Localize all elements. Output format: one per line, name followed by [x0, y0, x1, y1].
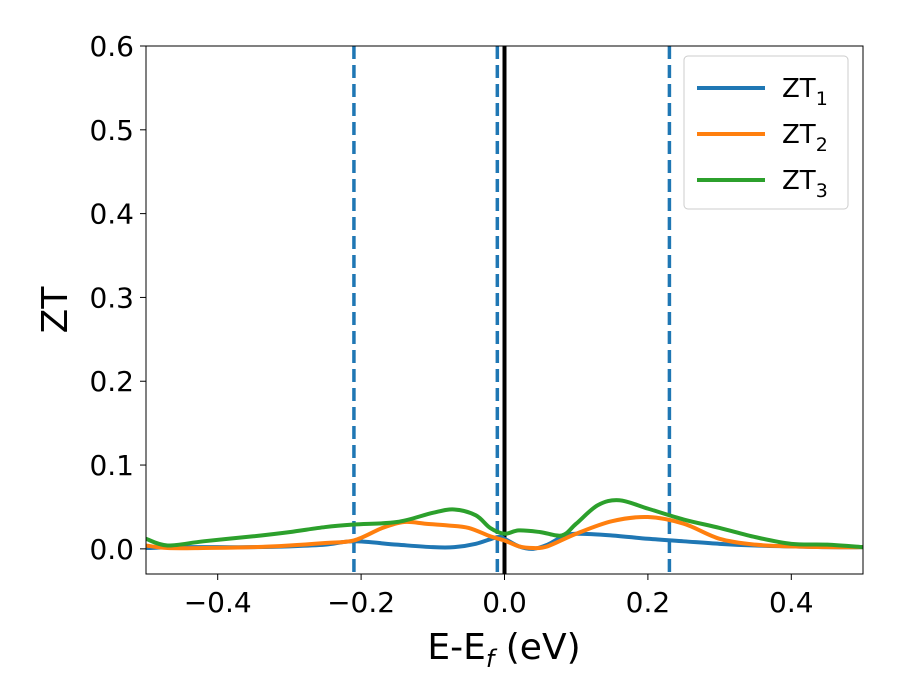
legend-label-main: ZT	[782, 120, 816, 150]
x-axis-label-main: E-E	[427, 627, 485, 668]
y-tick-label: 0.3	[89, 281, 134, 314]
legend-label-subscript: 2	[816, 134, 828, 156]
y-axis-label: ZT	[35, 286, 76, 334]
y-tick-label: 0.0	[89, 533, 134, 566]
legend-label-subscript: 3	[816, 180, 828, 202]
y-tick-label: 0.6	[89, 30, 134, 63]
legend-label-zt2: ZT2	[782, 120, 828, 156]
reference-lines	[352, 46, 672, 574]
x-tick-label: −0.4	[184, 586, 252, 619]
y-axis-ticks: 0.0 0.1 0.2 0.3 0.4 0.5 0.6	[89, 30, 146, 566]
y-tick-label: 0.5	[89, 114, 134, 147]
series-layer	[146, 498, 863, 551]
legend-label-zt3: ZT3	[782, 166, 828, 202]
x-tick-label: 0.4	[769, 586, 814, 619]
y-tick-label: 0.2	[89, 365, 134, 398]
x-axis-label: E-Ef (eV)	[427, 627, 580, 673]
series-line-zt2	[146, 514, 863, 551]
x-tick-label: −0.2	[327, 586, 395, 619]
x-tick-label: 0.0	[482, 586, 527, 619]
x-axis-label-unit: (eV)	[494, 627, 580, 668]
legend-label-subscript: 1	[816, 88, 828, 110]
series-line-zt3	[146, 498, 863, 550]
y-tick-label: 0.1	[89, 449, 134, 482]
y-tick-label: 0.4	[89, 198, 134, 231]
legend-label-main: ZT	[782, 166, 816, 196]
x-axis-ticks: −0.4 −0.2 0.0 0.2 0.4	[184, 574, 814, 619]
x-tick-label: 0.2	[626, 586, 671, 619]
legend-label-main: ZT	[782, 74, 816, 104]
legend-label-zt1: ZT1	[782, 74, 828, 110]
legend-box	[683, 55, 849, 210]
